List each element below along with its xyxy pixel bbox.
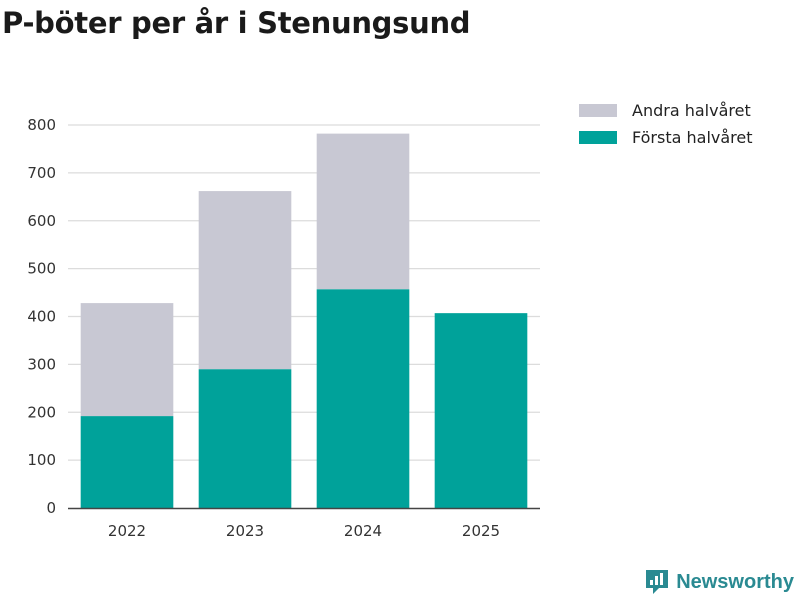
bar-2023-forsta-halvaret [198, 369, 292, 508]
newsworthy-logo-icon [646, 570, 669, 594]
y-tick-label: 500 [27, 260, 56, 278]
y-tick-label: 600 [27, 212, 56, 230]
y-tick-label: 0 [46, 499, 56, 517]
x-tick-label: 2022 [108, 522, 146, 540]
y-tick-label: 400 [27, 308, 56, 326]
y-tick-label: 200 [27, 403, 56, 421]
bar-2024-forsta-halvaret [316, 289, 410, 508]
chart-title: P-böter per år i Stenungsund [2, 6, 471, 40]
bars [80, 133, 528, 508]
x-tick-label: 2024 [344, 522, 382, 540]
legend-label-forsta-halvaret: Första halvåret [632, 128, 753, 147]
newsworthy-brand[interactable]: Newsworthy [644, 568, 794, 596]
legend-item-forsta-halvaret: Första halvåret [579, 124, 753, 151]
legend-swatch-forsta-halvaret [579, 131, 617, 144]
legend: Andra halvåret Första halvåret [579, 97, 753, 151]
y-tick-label: 800 [27, 116, 56, 134]
bar-2024-andra-halvaret [316, 133, 410, 290]
legend-item-andra-halvaret: Andra halvåret [579, 97, 753, 124]
x-tick-label: 2025 [462, 522, 500, 540]
y-tick-label: 300 [27, 355, 56, 373]
brand-name: Newsworthy [676, 570, 794, 593]
y-axis-ticks: 0 100 200 300 400 500 600 700 800 [27, 116, 56, 517]
x-tick-label: 2023 [226, 522, 264, 540]
legend-swatch-andra-halvaret [579, 104, 617, 117]
legend-label-andra-halvaret: Andra halvåret [632, 101, 751, 120]
y-tick-label: 700 [27, 164, 56, 182]
x-axis-ticks: 2022 2023 2024 2025 [108, 522, 500, 540]
bar-2022-andra-halvaret [80, 303, 174, 417]
bar-2025-forsta-halvaret [434, 313, 528, 508]
bar-2022-forsta-halvaret [80, 416, 174, 508]
y-tick-label: 100 [27, 451, 56, 469]
bar-2023-andra-halvaret [198, 191, 292, 370]
